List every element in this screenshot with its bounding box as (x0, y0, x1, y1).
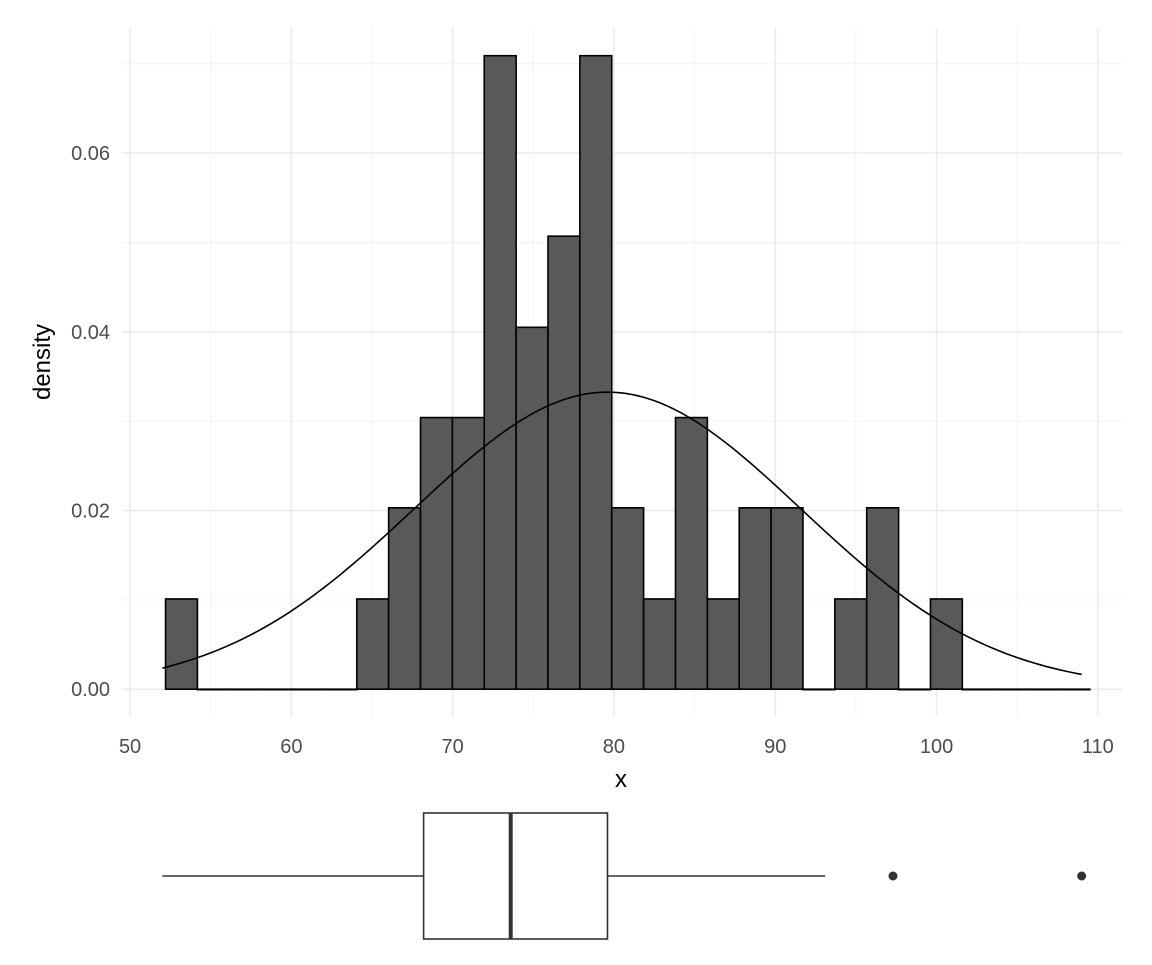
histogram-bar (834, 598, 868, 690)
y-tick-label: 0.00 (71, 679, 110, 701)
box-outlier (1077, 871, 1087, 881)
histogram-bar (547, 235, 581, 690)
histogram-bar (897, 688, 932, 691)
histogram-bar (419, 416, 454, 690)
y-axis-title: density (29, 324, 56, 400)
histogram-bar (579, 54, 613, 690)
histogram-bar (674, 416, 709, 690)
x-tick-label: 90 (764, 736, 786, 758)
y-tick-label: 0.02 (71, 500, 110, 522)
boxplot (162, 812, 1087, 940)
x-tick-label: 60 (280, 736, 302, 758)
histogram-bar (260, 688, 294, 691)
histogram-bar (324, 688, 358, 691)
box-iqr (422, 812, 609, 940)
density-curve (162, 391, 1082, 676)
histogram-bar (483, 54, 517, 690)
histogram-bar (515, 326, 549, 690)
histogram-bar (164, 598, 199, 690)
histogram-bar (770, 507, 804, 690)
x-tick-label: 50 (119, 736, 141, 758)
box-outlier (888, 871, 898, 881)
x-axis-title: x (615, 766, 627, 793)
histogram-bar (292, 688, 326, 691)
histogram-bar (196, 688, 231, 691)
x-tick-label: 100 (920, 736, 953, 758)
histogram-bars (164, 54, 1091, 691)
histogram-bar (929, 598, 964, 690)
histogram-bar (1057, 688, 1091, 691)
histogram-bar (993, 688, 1027, 691)
y-axis-ticks: 0.00 0.02 0.04 0.06 (71, 143, 110, 701)
x-tick-label: 110 (1082, 736, 1114, 758)
histogram-bar (802, 688, 836, 691)
histogram-bar (228, 688, 262, 691)
x-axis-ticks: 50 60 70 80 90 100 110 (119, 736, 1114, 758)
histogram-bar (706, 598, 741, 690)
histogram-bar (1025, 688, 1059, 691)
histogram-bar (355, 598, 390, 690)
histogram-bar (642, 598, 677, 690)
histogram-bar (738, 507, 772, 690)
histogram-bar (865, 507, 900, 690)
histogram-bar (961, 688, 995, 691)
histogram-bar (451, 416, 486, 690)
x-tick-label: 80 (603, 736, 625, 758)
y-tick-label: 0.04 (71, 322, 110, 344)
density-curve-layer (162, 391, 1082, 676)
histogram-bar (610, 507, 645, 690)
histogram-bar (387, 507, 422, 690)
y-tick-label: 0.06 (71, 143, 110, 165)
x-tick-label: 70 (442, 736, 464, 758)
